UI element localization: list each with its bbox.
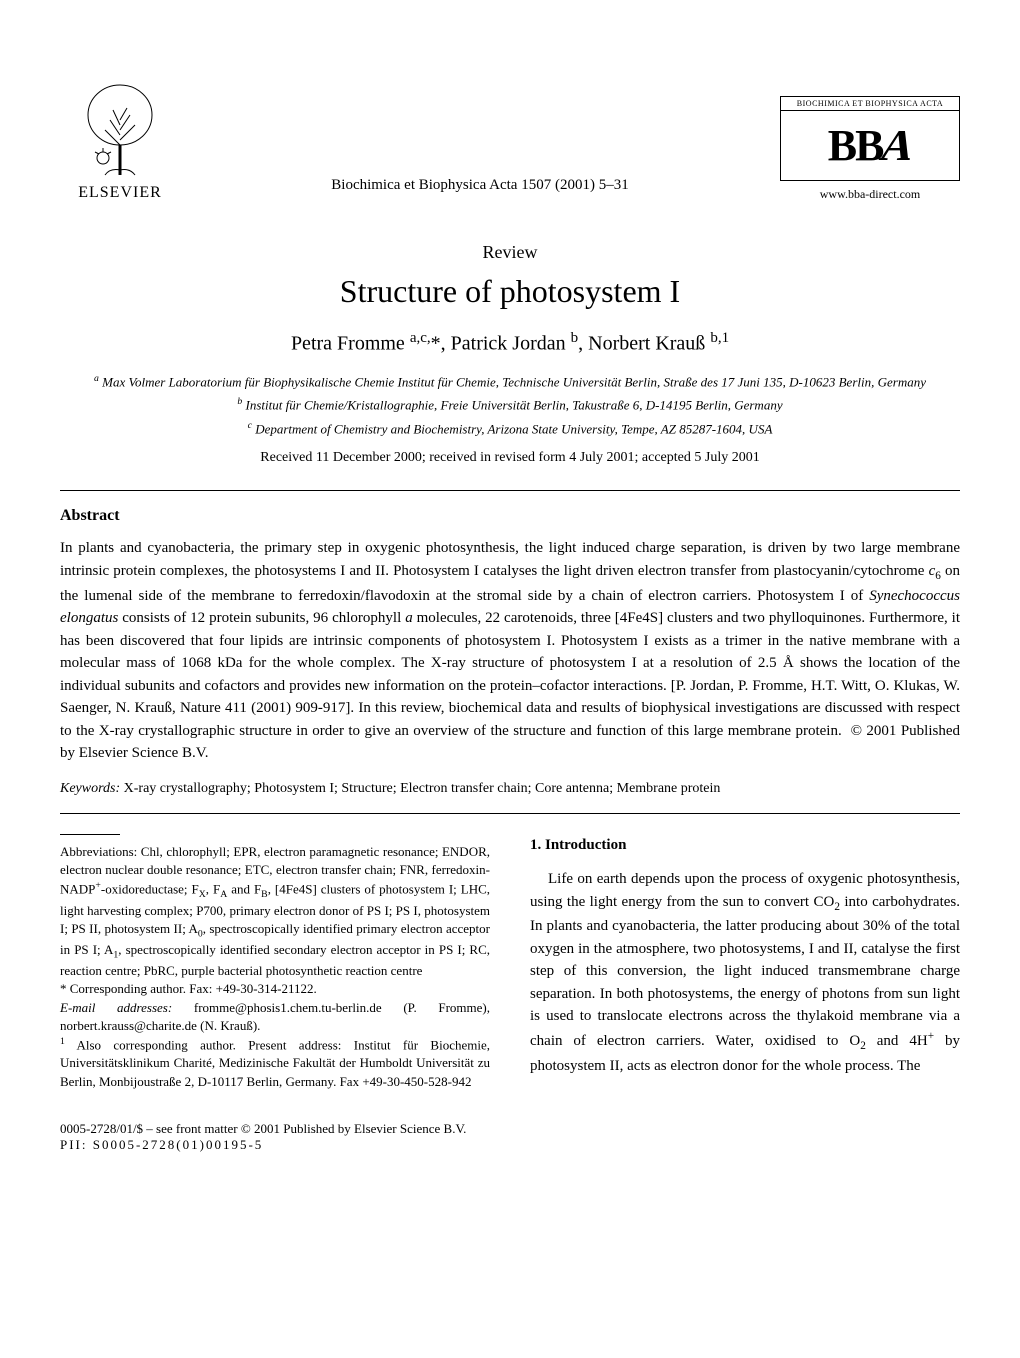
affiliation-a: a Max Volmer Laboratorium für Biophysika… (60, 372, 960, 392)
elsevier-name: ELSEVIER (78, 184, 162, 202)
affiliation-c: c Department of Chemistry and Biochemist… (60, 419, 960, 439)
bba-logo-main: BBA (780, 111, 960, 181)
abstract-text: In plants and cyanobacteria, the primary… (60, 537, 960, 764)
journal-citation: Biochimica et Biophysica Acta 1507 (2001… (180, 177, 780, 202)
right-column: 1. Introduction Life on earth depends up… (530, 834, 960, 1091)
abbreviations: Abbreviations: Chl, chlorophyll; EPR, el… (60, 843, 490, 981)
two-column-body: Abbreviations: Chl, chlorophyll; EPR, el… (60, 834, 960, 1091)
article-title: Structure of photosystem I (60, 273, 960, 310)
left-column: Abbreviations: Chl, chlorophyll; EPR, el… (60, 834, 490, 1091)
rule-bottom (60, 813, 960, 814)
corresponding-author: * Corresponding author. Fax: +49-30-314-… (60, 980, 490, 998)
keywords-label: Keywords: (60, 781, 120, 796)
bba-logo-header: BIOCHIMICA ET BIOPHYSICA ACTA (780, 96, 960, 111)
authors: Petra Fromme a,c,*, Patrick Jordan b, No… (60, 330, 960, 356)
email-addresses: E-mail addresses: fromme@phosis1.chem.tu… (60, 999, 490, 1035)
pii-line: PII: S0005-2728(01)00195-5 (60, 1137, 960, 1153)
article-type: Review (60, 242, 960, 263)
page-footer: 0005-2728/01/$ – see front matter © 2001… (60, 1121, 960, 1153)
copyright-line: 0005-2728/01/$ – see front matter © 2001… (60, 1121, 960, 1137)
bba-logo: BIOCHIMICA ET BIOPHYSICA ACTA BBA www.bb… (780, 96, 960, 202)
abstract-heading: Abstract (60, 507, 960, 525)
introduction-heading: 1. Introduction (530, 834, 960, 857)
footnote-rule (60, 834, 120, 835)
rule-top (60, 490, 960, 491)
keywords-text: X-ray crystallography; Photosystem I; St… (124, 781, 721, 796)
article-dates: Received 11 December 2000; received in r… (60, 450, 960, 466)
elsevier-logo: ELSEVIER (60, 80, 180, 202)
bba-url: www.bba-direct.com (820, 187, 921, 202)
also-corresponding: 1 Also corresponding author. Present add… (60, 1035, 490, 1091)
elsevier-tree-icon (75, 80, 165, 180)
affiliation-b: b Institut für Chemie/Kristallographie, … (60, 395, 960, 415)
introduction-text: Life on earth depends upon the process o… (530, 868, 960, 1077)
keywords: Keywords: X-ray crystallography; Photosy… (60, 781, 960, 797)
page-header: ELSEVIER Biochimica et Biophysica Acta 1… (60, 80, 960, 202)
